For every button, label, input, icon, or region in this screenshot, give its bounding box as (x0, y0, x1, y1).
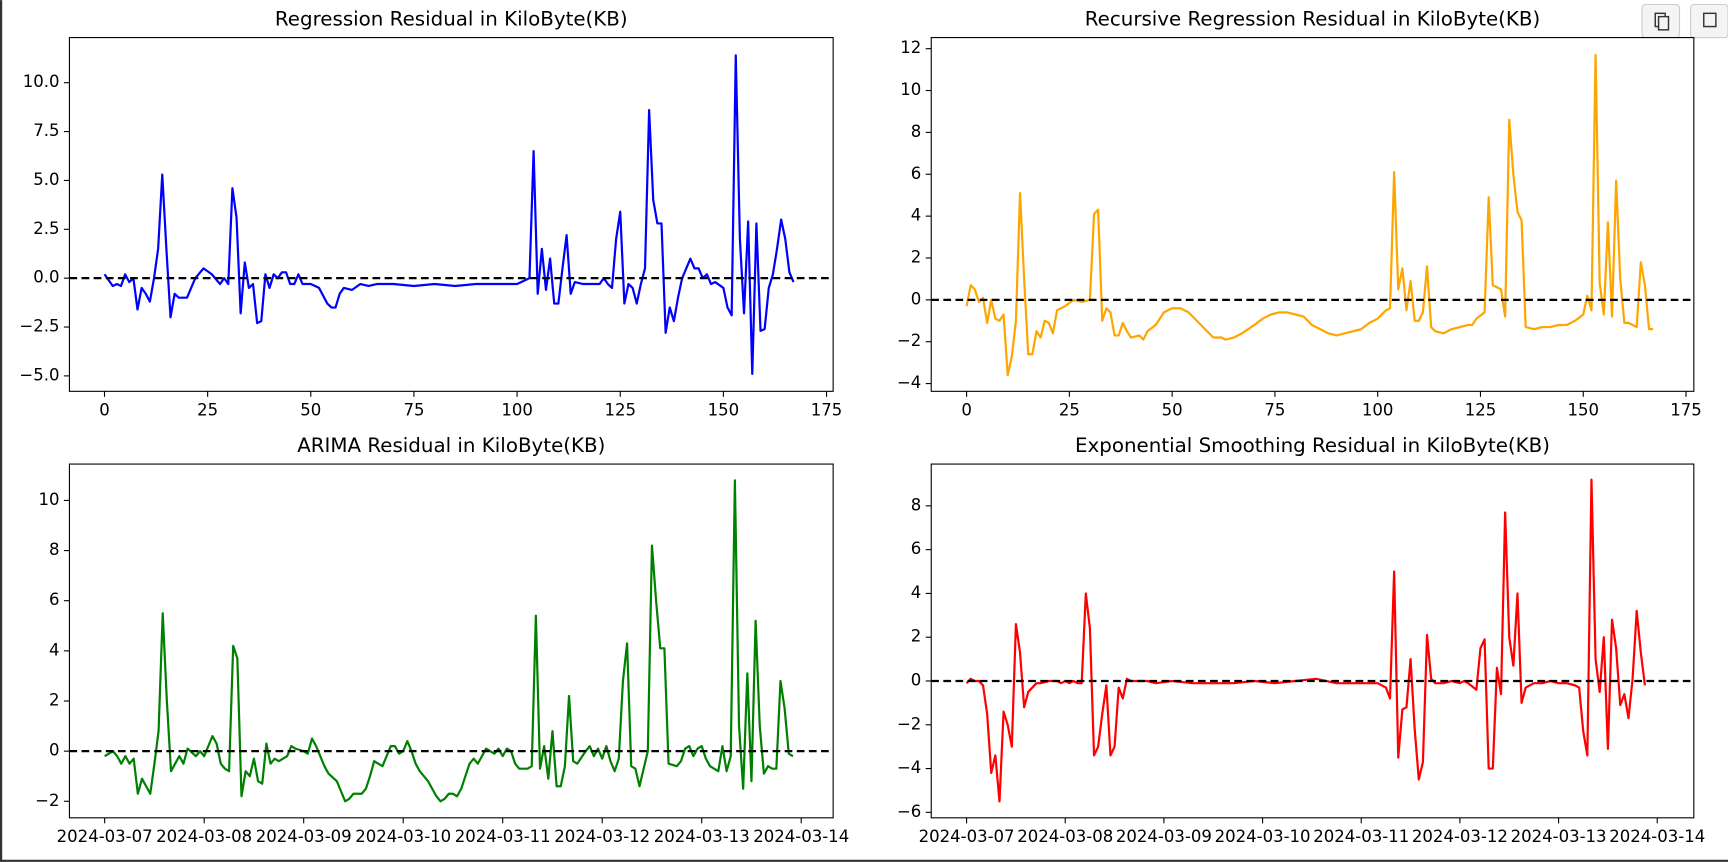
chart-title: Recursive Regression Residual in KiloByt… (1085, 7, 1541, 30)
save-icon[interactable] (1703, 12, 1717, 28)
y-tick-label: −2 (897, 714, 921, 733)
y-tick-label: −6 (897, 802, 921, 821)
x-tick-label: 2024-03-12 (1412, 827, 1508, 846)
y-tick-label: 8 (911, 495, 922, 514)
y-tick-label: 2 (911, 627, 922, 646)
plot-frame (930, 463, 1695, 819)
y-tick-label: 4 (49, 640, 60, 659)
y-tick-label: 10 (900, 80, 921, 99)
residual-line (103, 54, 795, 376)
chart-title: Regression Residual in KiloByte(KB) (275, 7, 628, 30)
y-tick-label: 5.0 (33, 170, 59, 189)
y-tick-label: 10.0 (23, 72, 60, 91)
x-tick-label: 50 (300, 401, 321, 420)
residual-line (965, 478, 1647, 803)
copy-button[interactable] (1641, 3, 1681, 39)
x-tick-label: 0 (99, 401, 110, 420)
residual-line (965, 53, 1654, 377)
x-tick-label: 0 (961, 401, 972, 420)
y-tick-label: 7.5 (33, 121, 59, 140)
x-tick-label: 2024-03-10 (355, 827, 451, 846)
x-tick-label: 175 (1670, 401, 1702, 420)
y-tick-label: 0 (911, 670, 922, 689)
y-tick-label: 0 (911, 289, 922, 308)
x-tick-label: 150 (708, 401, 740, 420)
x-tick-label: 25 (197, 401, 218, 420)
x-tick-label: 150 (1567, 401, 1599, 420)
x-tick-label: 2024-03-08 (1017, 827, 1113, 846)
y-tick-label: 2 (49, 690, 60, 709)
y-tick-label: −2 (897, 331, 921, 350)
x-tick-label: 2024-03-08 (156, 827, 252, 846)
x-tick-label: 2024-03-07 (57, 827, 153, 846)
y-tick-label: 8 (49, 540, 60, 559)
y-tick-label: −4 (897, 373, 921, 392)
x-tick-label: 175 (811, 401, 843, 420)
y-tick-label: 0.0 (33, 268, 59, 287)
x-tick-label: 2024-03-09 (1116, 827, 1212, 846)
y-tick-label: 6 (911, 164, 922, 183)
x-tick-label: 2024-03-13 (1511, 827, 1607, 846)
y-tick-label: −4 (897, 758, 921, 777)
y-tick-label: −2 (35, 791, 59, 810)
y-tick-label: 12 (900, 38, 921, 57)
button-frame[interactable] (1689, 3, 1728, 39)
x-tick-label: 2024-03-11 (455, 827, 551, 846)
y-tick-label: 6 (911, 539, 922, 558)
x-tick-label: 2024-03-12 (554, 827, 650, 846)
y-tick-label: 10 (38, 490, 59, 509)
plot-frame (930, 37, 1695, 392)
x-tick-label: 2024-03-07 (919, 827, 1015, 846)
x-tick-label: 2024-03-10 (1215, 827, 1311, 846)
y-tick-label: 2.5 (33, 219, 59, 238)
x-tick-label: 2024-03-13 (654, 827, 750, 846)
y-tick-label: 8 (911, 122, 922, 141)
residual-line (104, 479, 794, 803)
y-tick-label: 2 (911, 247, 922, 266)
plot-frame (68, 37, 834, 392)
x-tick-label: 2024-03-14 (753, 827, 849, 846)
chart-title: ARIMA Residual in KiloByte(KB) (297, 434, 605, 457)
y-tick-label: −5.0 (19, 365, 59, 384)
x-tick-label: 75 (1264, 401, 1285, 420)
x-tick-label: 75 (403, 401, 424, 420)
x-tick-label: 125 (1465, 401, 1497, 420)
y-tick-label: 4 (911, 583, 922, 602)
x-tick-label: 25 (1059, 401, 1080, 420)
y-tick-label: 0 (49, 741, 60, 760)
x-tick-label: 125 (604, 401, 636, 420)
save-button[interactable] (1689, 3, 1728, 39)
y-tick-label: 6 (49, 590, 60, 609)
y-tick-label: 4 (911, 206, 922, 225)
x-tick-label: 50 (1162, 401, 1183, 420)
x-tick-label: 2024-03-09 (256, 827, 352, 846)
x-tick-label: 100 (501, 401, 533, 420)
y-tick-label: −2.5 (19, 317, 59, 336)
plot-frame (68, 463, 834, 819)
copy-icon[interactable] (1657, 15, 1670, 31)
x-tick-label: 100 (1362, 401, 1394, 420)
x-tick-label: 2024-03-11 (1313, 827, 1409, 846)
x-tick-label: 2024-03-14 (1609, 827, 1705, 846)
chart-title: Exponential Smoothing Residual in KiloBy… (1075, 434, 1550, 457)
